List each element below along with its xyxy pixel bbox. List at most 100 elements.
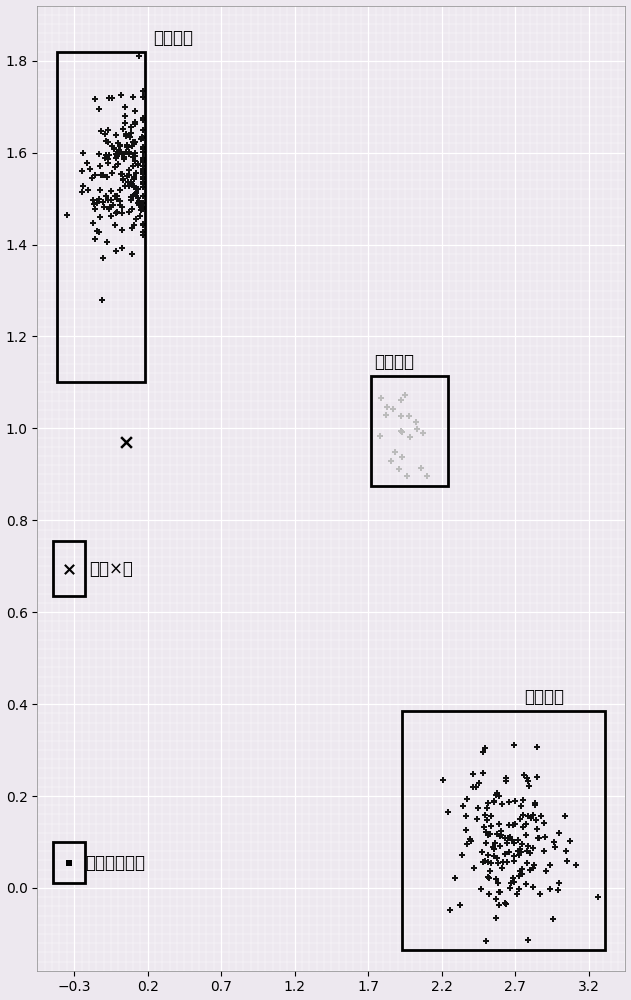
Point — [114, 142, 124, 158]
Point — [134, 193, 144, 209]
Point — [481, 835, 492, 851]
Point — [509, 835, 519, 851]
Point — [124, 146, 134, 162]
Point — [127, 201, 138, 217]
Point — [412, 421, 422, 437]
Point — [509, 848, 519, 864]
Point — [110, 188, 120, 204]
Point — [126, 119, 136, 135]
Point — [90, 91, 100, 107]
Point — [77, 184, 87, 200]
Point — [112, 204, 122, 220]
Point — [113, 135, 123, 151]
Point — [534, 830, 544, 846]
Point — [62, 207, 73, 223]
Point — [138, 195, 148, 211]
Point — [138, 199, 148, 215]
Point — [562, 853, 572, 869]
Point — [516, 798, 526, 814]
Point — [121, 434, 131, 450]
Point — [133, 195, 143, 211]
Point — [469, 860, 479, 876]
Point — [105, 199, 115, 215]
Point — [109, 141, 119, 157]
Point — [501, 773, 511, 789]
Text: 绿色圆点: 绿色圆点 — [374, 353, 414, 371]
Point — [90, 167, 100, 183]
Point — [126, 189, 136, 205]
Point — [129, 136, 139, 152]
Point — [64, 561, 74, 577]
Point — [512, 886, 522, 902]
Point — [510, 816, 520, 832]
Point — [124, 139, 134, 155]
Point — [138, 150, 148, 166]
Point — [504, 844, 514, 860]
Point — [131, 165, 141, 181]
Point — [497, 860, 507, 876]
Point — [493, 855, 503, 871]
Point — [516, 844, 526, 860]
Point — [78, 145, 88, 161]
Point — [122, 139, 133, 155]
Point — [138, 161, 148, 177]
Point — [138, 217, 148, 233]
Point — [523, 838, 533, 854]
Point — [122, 168, 132, 184]
Point — [138, 174, 148, 190]
Point — [488, 848, 498, 864]
Point — [138, 154, 148, 170]
Point — [531, 812, 541, 828]
Point — [514, 868, 524, 884]
Point — [127, 158, 138, 174]
Point — [130, 114, 140, 130]
Point — [116, 87, 126, 103]
Point — [400, 387, 410, 403]
Point — [468, 766, 478, 782]
Point — [85, 161, 95, 177]
Point — [121, 128, 131, 144]
Point — [523, 773, 533, 789]
Point — [522, 843, 533, 859]
Point — [484, 886, 494, 902]
Point — [138, 83, 148, 99]
Point — [504, 817, 514, 833]
Point — [124, 204, 134, 220]
Point — [138, 175, 148, 191]
Point — [131, 211, 141, 227]
Point — [129, 178, 139, 194]
Point — [115, 144, 126, 160]
Point — [134, 48, 144, 64]
Point — [506, 875, 516, 891]
Point — [138, 141, 148, 157]
Point — [138, 224, 148, 240]
Point — [496, 823, 506, 839]
Point — [474, 775, 484, 791]
Point — [130, 186, 140, 202]
Point — [119, 151, 129, 167]
Point — [133, 157, 143, 173]
Point — [480, 853, 490, 869]
Point — [545, 857, 555, 873]
Point — [112, 188, 122, 204]
Point — [481, 933, 491, 949]
Point — [517, 819, 528, 835]
Point — [502, 854, 512, 870]
Point — [95, 209, 105, 225]
Point — [502, 835, 512, 851]
Point — [131, 185, 141, 201]
Point — [523, 808, 533, 824]
Point — [119, 149, 129, 165]
Point — [133, 190, 143, 206]
Point — [138, 188, 148, 204]
Point — [422, 468, 432, 484]
Point — [518, 792, 528, 808]
Point — [482, 812, 492, 828]
Bar — [53, 541, 85, 596]
Point — [89, 196, 99, 212]
Point — [402, 468, 412, 484]
Point — [107, 138, 117, 154]
Point — [127, 176, 138, 192]
Point — [124, 178, 134, 194]
Point — [387, 401, 398, 417]
